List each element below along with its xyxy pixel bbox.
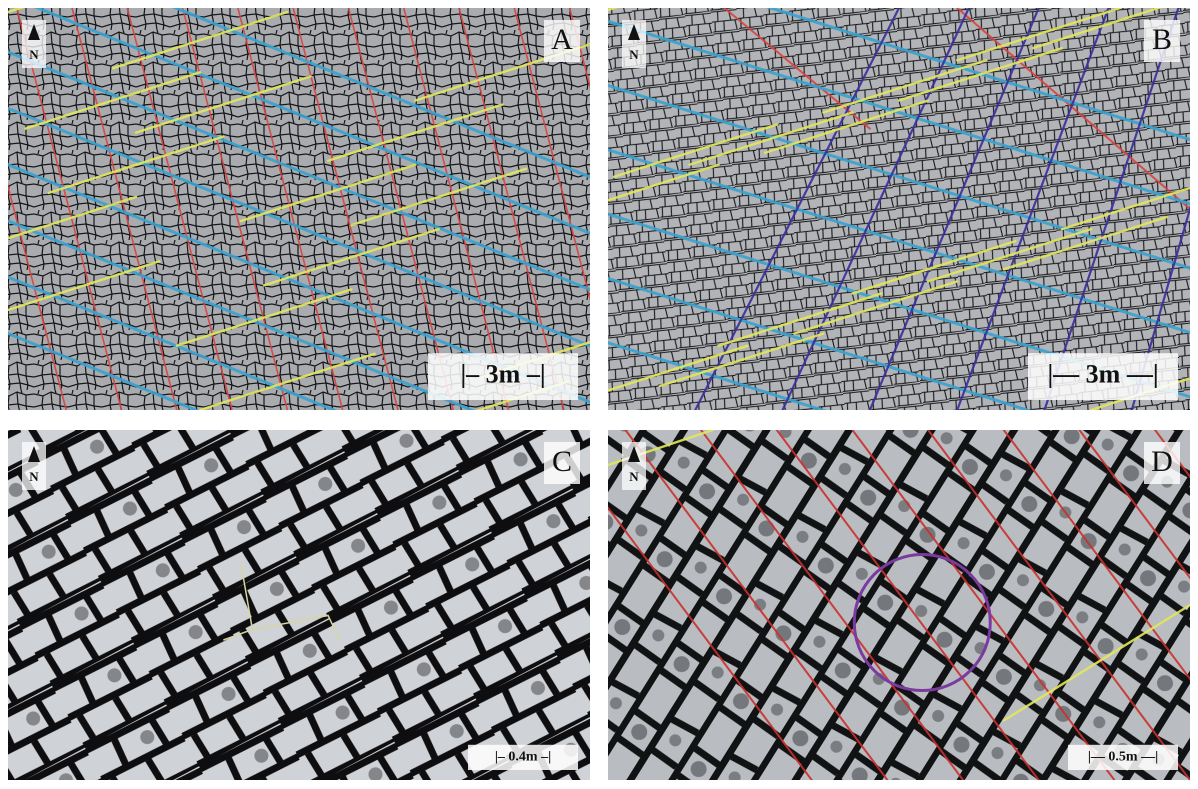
north-label: N	[29, 469, 39, 484]
panel-image	[8, 430, 590, 780]
scale-label: |– 3m –|	[460, 360, 545, 389]
panel-image	[608, 430, 1190, 780]
north-label: N	[29, 47, 39, 62]
panel: N C |– 0.4m –|	[8, 430, 590, 780]
scale-label: |– 0.4m –|	[495, 750, 551, 765]
figure: N A |– 3m –| N B |— 3m —| N C |– 0.4m –| N D |— 0.5…	[0, 0, 1198, 789]
scale-label: |— 0.5m —|	[1088, 750, 1158, 765]
panel-letter: A	[551, 23, 573, 56]
panel-image	[608, 8, 1190, 410]
panel-letter: D	[1151, 445, 1173, 478]
north-label: N	[629, 47, 639, 62]
panel: N D |— 0.5m —|	[550, 430, 1198, 780]
panel-letter: B	[1152, 23, 1172, 56]
north-label: N	[629, 469, 639, 484]
panel-letter: C	[552, 445, 572, 478]
scale-label: |— 3m —|	[1047, 360, 1158, 389]
